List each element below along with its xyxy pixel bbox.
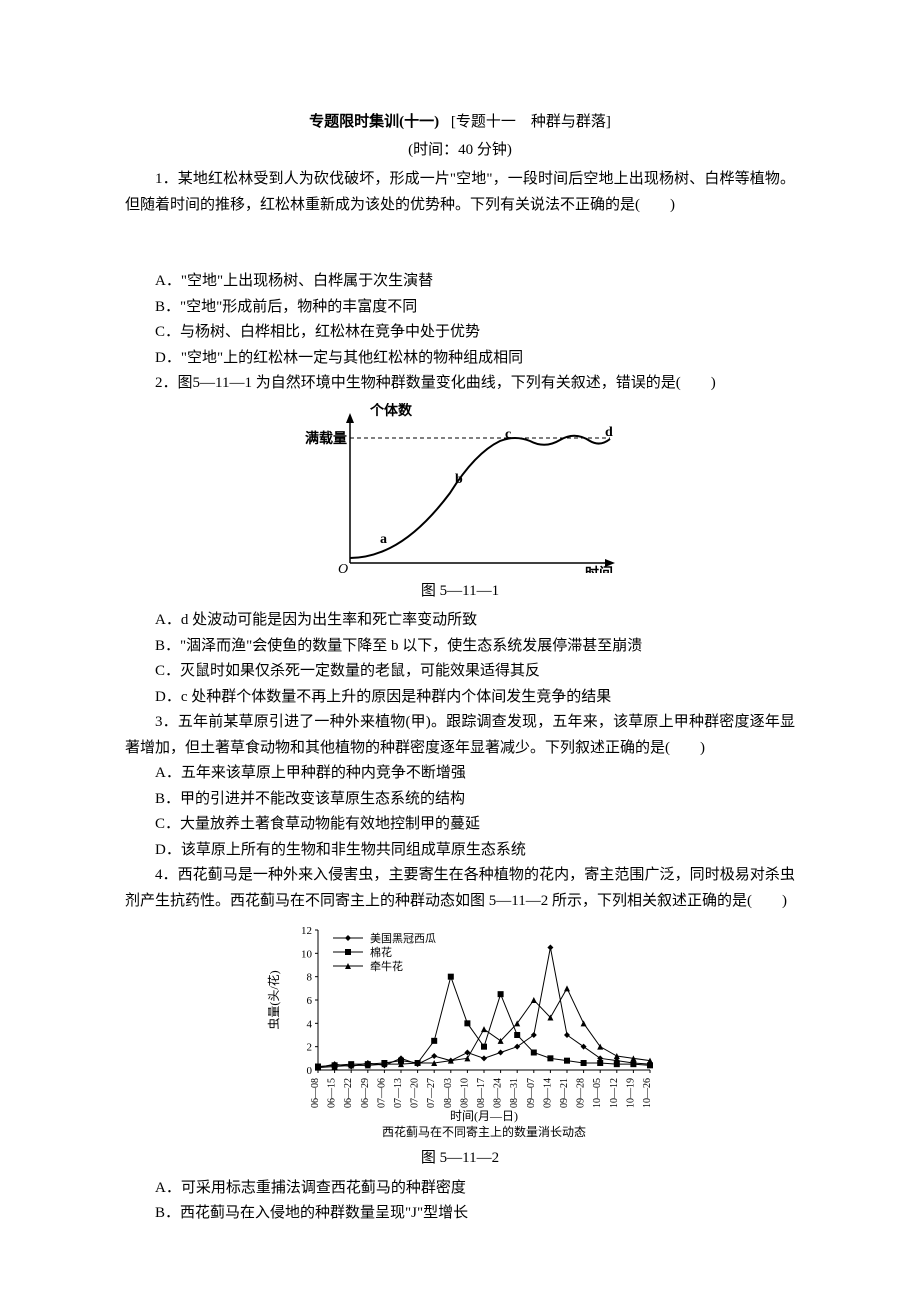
svg-text:10—12: 10—12 (609, 1078, 620, 1108)
svg-text:07—27: 07—27 (426, 1078, 437, 1108)
svg-text:6: 6 (307, 995, 313, 1007)
time-limit: (时间：40 分钟) (125, 138, 795, 164)
q1-option-d: D．"空地"上的红松林一定与其他红松林的物种组成相同 (125, 346, 795, 372)
svg-text:时间: 时间 (585, 565, 613, 573)
svg-text:08—24: 08—24 (493, 1078, 504, 1108)
svg-text:8: 8 (307, 972, 313, 984)
q3-option-b: B．甲的引进并不能改变该草原生态系统的结构 (125, 787, 795, 813)
svg-text:美国黑冠西瓜: 美国黑冠西瓜 (370, 932, 436, 945)
svg-text:07—13: 07—13 (393, 1078, 404, 1108)
figure-2-caption: 图 5—11—2 (125, 1146, 795, 1172)
svg-text:0: 0 (307, 1065, 313, 1077)
svg-text:12: 12 (301, 925, 312, 937)
q4-option-a: A．可采用标志重捕法调查西花蓟马的种群密度 (125, 1176, 795, 1202)
growth-curve-chart: 个体数时间 满载量 Oa b c d (300, 403, 620, 573)
q2-option-d: D．c 处种群个体数量不再上升的原因是种群内个体间发生竞争的结果 (125, 685, 795, 711)
q3-stem: 3．五年前某草原引进了一种外来植物(甲)。跟踪调查发现，五年来，该草原上甲种群密… (125, 710, 795, 761)
q3-option-c: C．大量放养土著食草动物能有效地控制甲的蔓延 (125, 812, 795, 838)
svg-text:棉花: 棉花 (370, 945, 392, 959)
svg-text:06—08: 06—08 (310, 1078, 321, 1108)
svg-text:07—20: 07—20 (410, 1078, 421, 1108)
q4-option-b: B．西花蓟马在入侵地的种群数量呈现"J"型增长 (125, 1201, 795, 1227)
svg-text:10—05: 10—05 (592, 1078, 603, 1108)
title-sub: [专题十一 种群与群落] (451, 114, 611, 130)
svg-text:09—14: 09—14 (542, 1078, 553, 1108)
q2-option-b: B．"涸泽而渔"会使鱼的数量下降至 b 以下，使生态系统发展停滞甚至崩溃 (125, 634, 795, 660)
svg-text:d: d (605, 425, 613, 440)
svg-text:10: 10 (301, 948, 313, 960)
q1-stem: 1．某地红松林受到人为砍伐破坏，形成一片"空地"，一段时间后空地上出现杨树、白桦… (125, 167, 795, 218)
svg-text:06—15: 06—15 (327, 1078, 338, 1108)
q2-option-c: C．灭鼠时如果仅杀死一定数量的老鼠，可能效果适得其反 (125, 659, 795, 685)
svg-text:满载量: 满载量 (305, 430, 347, 447)
svg-text:时间(月—日): 时间(月—日) (450, 1109, 518, 1123)
svg-text:09—28: 09—28 (576, 1078, 587, 1108)
svg-text:07—06: 07—06 (376, 1078, 387, 1108)
svg-text:09—21: 09—21 (559, 1078, 570, 1108)
q2-option-a: A．d 处波动可能是因为出生率和死亡率变动所致 (125, 608, 795, 634)
svg-text:06—29: 06—29 (360, 1078, 371, 1108)
svg-text:08—17: 08—17 (476, 1078, 487, 1108)
q2-stem: 2．图5—11—1 为自然环境中生物种群数量变化曲线，下列有关叙述，错误的是( … (125, 371, 795, 397)
title-main: 专题限时集训(十一) (309, 114, 439, 130)
svg-text:4: 4 (307, 1018, 313, 1030)
thrips-population-chart: 0 2 4 6 8 10 12 06—08 06—15 06—22 06—29 07—06 07—13 0… (260, 920, 660, 1140)
svg-text:08—03: 08—03 (443, 1078, 454, 1108)
q3-option-d: D．该草原上所有的生物和非生物共同组成草原生态系统 (125, 838, 795, 864)
svg-text:西花蓟马在不同寄主上的数量消长动态: 西花蓟马在不同寄主上的数量消长动态 (382, 1124, 586, 1139)
svg-text:2: 2 (307, 1042, 313, 1054)
svg-text:c: c (505, 427, 511, 442)
svg-text:10—19: 10—19 (625, 1078, 636, 1108)
q4-stem: 4．西花蓟马是一种外来入侵害虫，主要寄生在各种植物的花内，寄主范围广泛，同时极易… (125, 863, 795, 914)
svg-text:08—10: 08—10 (459, 1078, 470, 1108)
q1-option-b: B．"空地"形成前后，物种的丰富度不同 (125, 295, 795, 321)
svg-text:O: O (338, 562, 348, 573)
figure-5-11-2: 0 2 4 6 8 10 12 06—08 06—15 06—22 06—29 07—06 07—13 0… (125, 920, 795, 1140)
page-title: 专题限时集训(十一) [专题十一 种群与群落] (125, 110, 795, 136)
q3-option-a: A．五年来该草原上甲种群的种内竞争不断增强 (125, 761, 795, 787)
svg-text:个体数: 个体数 (369, 403, 413, 419)
svg-text:b: b (455, 472, 463, 487)
svg-text:a: a (380, 532, 387, 547)
svg-text:10—26: 10—26 (642, 1078, 653, 1108)
svg-text:虫量(头/花): 虫量(头/花) (266, 970, 281, 1029)
svg-text:09—07: 09—07 (526, 1078, 537, 1108)
svg-text:06—22: 06—22 (343, 1078, 354, 1108)
figure-5-11-1: 个体数时间 满载量 Oa b c d (125, 403, 795, 573)
svg-text:08—31: 08—31 (509, 1078, 520, 1108)
q1-option-c: C．与杨树、白桦相比，红松林在竞争中处于优势 (125, 320, 795, 346)
q1-option-a: A．"空地"上出现杨树、白桦属于次生演替 (125, 269, 795, 295)
svg-text:牵牛花: 牵牛花 (370, 959, 403, 973)
figure-1-caption: 图 5—11—1 (125, 579, 795, 605)
